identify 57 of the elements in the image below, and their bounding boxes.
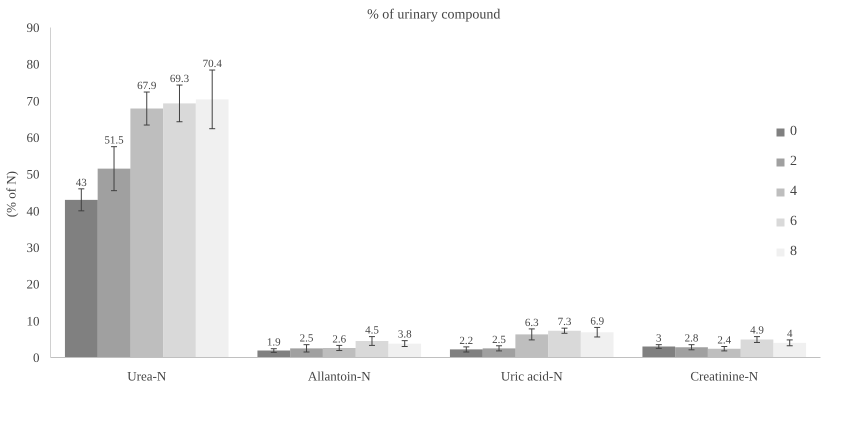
bar bbox=[773, 342, 806, 358]
data-label: 4.5 bbox=[365, 324, 380, 337]
bar bbox=[740, 340, 774, 358]
bar bbox=[580, 332, 614, 358]
data-label: 2.8 bbox=[684, 332, 699, 345]
y-tick-label: 20 bbox=[26, 276, 40, 292]
y-tick-label: 80 bbox=[26, 56, 40, 72]
data-label: 4 bbox=[786, 328, 793, 340]
bar bbox=[356, 341, 388, 358]
y-tick-label: 70 bbox=[26, 93, 40, 108]
data-label: 70.4 bbox=[202, 58, 222, 70]
data-label: 3 bbox=[656, 332, 662, 345]
bar bbox=[64, 200, 98, 358]
y-tick-label: 50 bbox=[26, 166, 40, 182]
data-label: 7.3 bbox=[558, 316, 572, 328]
y-tick-label: 40 bbox=[26, 203, 40, 218]
legend-label: 0 bbox=[790, 124, 798, 140]
bar bbox=[388, 344, 422, 358]
bar bbox=[548, 330, 581, 358]
data-label: 2.2 bbox=[459, 334, 474, 347]
data-label: 2.5 bbox=[492, 334, 506, 346]
data-label: 69.3 bbox=[170, 73, 190, 86]
legend-label: 2 bbox=[790, 154, 798, 170]
bar bbox=[98, 168, 130, 358]
legend-label: 6 bbox=[790, 214, 798, 230]
y-tick-label: 10 bbox=[26, 313, 40, 328]
data-label: 2.6 bbox=[332, 333, 347, 346]
data-label: 4.9 bbox=[750, 324, 764, 337]
data-label: 1.9 bbox=[266, 336, 282, 349]
bar bbox=[290, 348, 323, 358]
y-tick-label: 30 bbox=[26, 240, 40, 255]
y-axis-title: (% of N) bbox=[4, 171, 18, 218]
legend-label: 8 bbox=[790, 244, 798, 260]
data-label: 51.5 bbox=[104, 134, 124, 147]
bar bbox=[163, 103, 196, 358]
data-label: 2.4 bbox=[717, 334, 732, 346]
y-tick-label: 60 bbox=[26, 130, 40, 145]
data-label: 43 bbox=[76, 176, 88, 189]
bar bbox=[642, 346, 676, 358]
bar bbox=[675, 347, 708, 358]
y-tick-label: 90 bbox=[26, 20, 40, 35]
x-tick-label: Creatinine-N bbox=[690, 368, 759, 384]
y-tick-label: 0 bbox=[33, 350, 40, 365]
x-tick-label: Allantoin-N bbox=[308, 368, 372, 384]
bar bbox=[482, 348, 516, 358]
data-label: 6.3 bbox=[524, 316, 540, 329]
x-tick-label: Uric acid-N bbox=[500, 368, 564, 384]
bar bbox=[450, 349, 483, 358]
data-label: 2.5 bbox=[300, 332, 314, 345]
chart-title: % of urinary compound bbox=[367, 8, 500, 22]
legend-label: 4 bbox=[790, 184, 798, 200]
bar bbox=[196, 99, 229, 358]
data-label: 67.9 bbox=[137, 80, 157, 92]
x-tick-label: Urea-N bbox=[127, 368, 167, 384]
data-label: 3.8 bbox=[398, 328, 412, 341]
bar bbox=[257, 350, 290, 358]
data-label: 6.9 bbox=[590, 315, 605, 328]
